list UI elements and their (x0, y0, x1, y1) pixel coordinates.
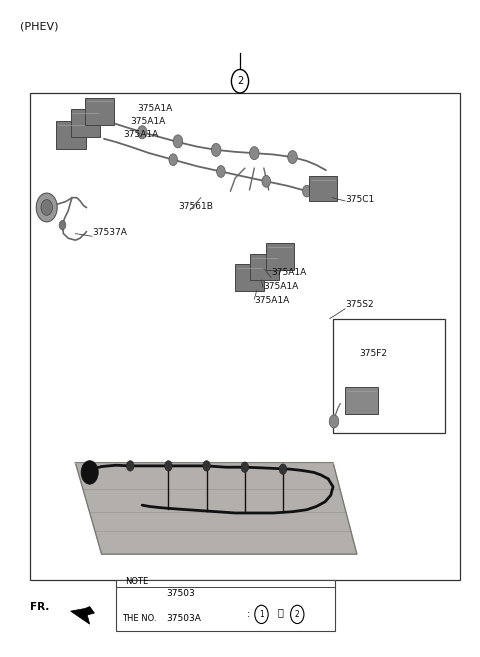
Circle shape (241, 462, 249, 472)
Text: 2: 2 (237, 76, 243, 86)
Circle shape (173, 135, 183, 148)
Circle shape (126, 461, 134, 471)
Text: 375C1: 375C1 (345, 195, 374, 204)
Bar (309, 176, 337, 201)
Polygon shape (71, 606, 95, 624)
Text: 375F2: 375F2 (360, 349, 387, 358)
Text: 375A1A: 375A1A (263, 283, 298, 291)
Text: 2: 2 (295, 610, 300, 619)
Circle shape (288, 150, 297, 164)
Bar (30, 93, 459, 580)
Circle shape (36, 193, 57, 222)
Circle shape (250, 147, 259, 160)
Text: 375A1A: 375A1A (130, 117, 166, 125)
Bar (56, 121, 86, 148)
Circle shape (279, 464, 287, 474)
Text: 375A1A: 375A1A (123, 130, 158, 139)
Text: 37537A: 37537A (92, 228, 127, 237)
Text: 37561B: 37561B (178, 202, 213, 211)
Text: (PHEV): (PHEV) (21, 21, 59, 31)
Circle shape (302, 185, 311, 197)
Circle shape (329, 415, 339, 428)
Bar (333, 319, 445, 433)
Text: 37503: 37503 (166, 589, 195, 598)
Circle shape (137, 125, 147, 139)
Bar (116, 579, 336, 631)
Bar (235, 264, 264, 290)
Circle shape (81, 461, 98, 484)
Circle shape (169, 154, 178, 166)
Circle shape (262, 175, 271, 187)
Circle shape (41, 200, 52, 215)
Text: FR.: FR. (30, 602, 49, 612)
Circle shape (211, 143, 221, 156)
Text: －: － (277, 608, 284, 618)
Bar (345, 388, 378, 413)
Polygon shape (75, 463, 357, 555)
Circle shape (59, 221, 66, 230)
Circle shape (165, 461, 172, 471)
Text: THE NO.: THE NO. (121, 614, 156, 623)
Text: 375A1A: 375A1A (254, 296, 289, 305)
Text: 37503A: 37503A (166, 614, 201, 623)
Text: :: : (247, 610, 250, 620)
Text: NOTE: NOTE (125, 577, 149, 585)
Bar (266, 244, 294, 269)
Bar (71, 109, 100, 137)
Text: 1: 1 (259, 610, 264, 619)
Text: 375A1A: 375A1A (137, 104, 173, 112)
Text: 375S2: 375S2 (345, 300, 373, 309)
Bar (85, 97, 115, 125)
Bar (251, 254, 279, 280)
Circle shape (203, 461, 210, 471)
Text: 375A1A: 375A1A (271, 269, 306, 277)
Circle shape (216, 166, 225, 177)
